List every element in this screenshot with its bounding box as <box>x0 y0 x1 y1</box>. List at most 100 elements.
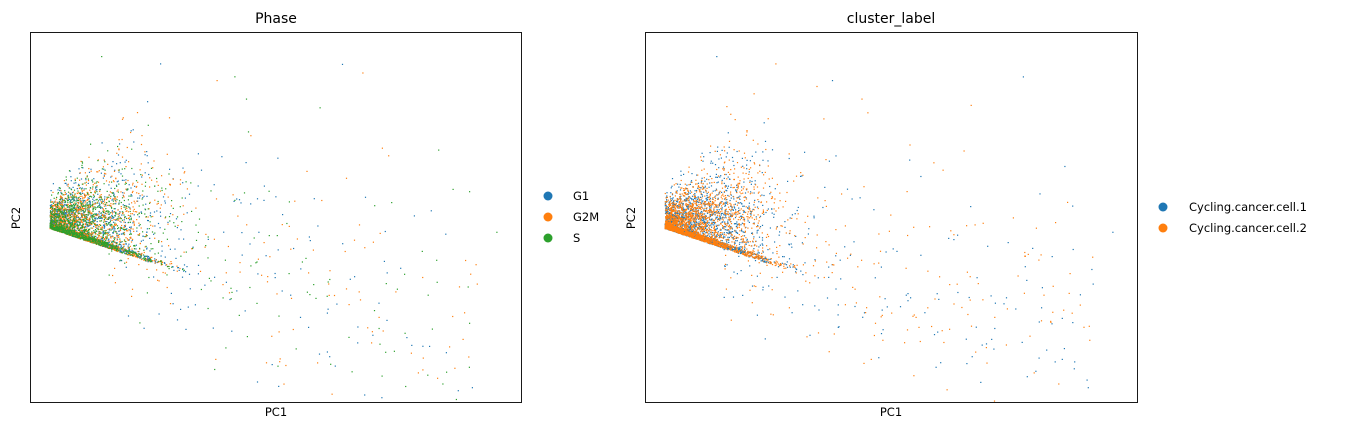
scatter-point <box>708 205 711 207</box>
scatter-point <box>76 200 78 202</box>
scatter-point <box>185 271 187 273</box>
scatter-point <box>89 216 91 218</box>
scatter-point <box>66 200 69 202</box>
scatter-point <box>277 157 279 159</box>
scatter-point <box>74 224 76 226</box>
scatter-point <box>76 197 78 199</box>
scatter-point <box>106 244 108 246</box>
scatter-point <box>121 227 123 229</box>
scatter-point <box>53 214 55 216</box>
scatter-point <box>118 149 120 151</box>
scatter-point <box>82 202 84 204</box>
scatter-point <box>129 226 131 228</box>
scatter-point <box>122 195 125 197</box>
scatter-point <box>150 167 153 169</box>
scatter-point <box>76 214 78 216</box>
scatter-point <box>110 236 112 238</box>
scatter-point <box>113 208 115 210</box>
scatter-point <box>74 222 76 224</box>
scatter-point <box>100 201 102 203</box>
scatter-point <box>141 135 143 137</box>
scatter-point <box>59 215 61 217</box>
scatter-point <box>114 228 116 230</box>
scatter-point <box>121 249 123 251</box>
scatter-point <box>164 262 166 264</box>
scatter-point <box>98 226 100 228</box>
scatter-point <box>431 328 433 330</box>
legend-item-g2m[interactable]: G2M <box>543 210 600 224</box>
scatter-point <box>86 191 88 193</box>
scatter-point <box>89 196 91 198</box>
scatter-point <box>97 160 99 162</box>
scatter-point <box>143 258 145 260</box>
scatter-point <box>129 207 131 209</box>
scatter-point <box>192 247 194 249</box>
scatter-point <box>102 177 104 179</box>
scatter-point <box>79 222 81 224</box>
scatter-point <box>72 233 74 235</box>
scatter-point <box>145 216 147 218</box>
scatter-point <box>149 177 151 179</box>
scatter-point <box>746 240 748 242</box>
scatter-point <box>125 241 127 243</box>
scatter-point <box>147 216 149 218</box>
scatter-point <box>84 195 86 197</box>
scatter-point <box>60 197 62 199</box>
legend-item-s[interactable]: S <box>543 231 581 245</box>
scatter-point <box>121 197 124 199</box>
scatter-point <box>91 232 93 234</box>
scatter-point <box>95 215 97 217</box>
scatter-point <box>72 234 74 236</box>
scatter-point <box>56 220 58 222</box>
scatter-point <box>101 56 103 58</box>
scatter-point <box>230 287 232 289</box>
scatter-point <box>125 182 127 184</box>
scatter-point <box>695 226 697 228</box>
scatter-point <box>120 218 122 220</box>
scatter-point <box>60 198 62 200</box>
scatter-point <box>69 232 71 234</box>
scatter-point <box>56 228 58 230</box>
scatter-point <box>182 182 184 184</box>
scatter-point <box>134 254 136 256</box>
scatter-point <box>85 177 87 179</box>
scatter-point <box>80 221 82 223</box>
scatter-point <box>179 183 181 185</box>
scatter-point <box>702 187 704 189</box>
scatter-point <box>329 270 331 272</box>
scatter-point <box>75 200 77 202</box>
scatter-point <box>241 254 243 256</box>
scatter-point <box>55 205 57 207</box>
scatter-point <box>79 179 81 181</box>
scatter-point <box>144 172 146 174</box>
scatter-point <box>89 240 91 242</box>
scatter-point <box>246 224 248 226</box>
scatter-point <box>65 179 67 181</box>
scatter-point <box>104 203 106 205</box>
scatter-point <box>84 172 86 174</box>
scatter-point <box>89 241 91 243</box>
scatter-point <box>129 221 131 223</box>
scatter-point <box>59 228 61 230</box>
scatter-point <box>268 190 270 192</box>
scatter-point <box>77 224 79 226</box>
scatter-point <box>61 229 63 231</box>
scatter-point <box>138 256 140 258</box>
scatter-point <box>72 191 75 193</box>
scatter-point <box>108 213 110 215</box>
scatter-point <box>116 249 118 251</box>
scatter-point <box>359 299 362 301</box>
legend-item-g1[interactable]: G1 <box>543 189 590 203</box>
scatter-point <box>716 224 718 226</box>
scatter-point <box>166 264 168 266</box>
scatter-point <box>74 179 76 182</box>
scatter-point <box>53 211 56 213</box>
scatter-point <box>97 224 99 227</box>
scatter-point <box>75 221 77 223</box>
scatter-point <box>79 200 81 202</box>
scatter-point <box>95 230 97 232</box>
scatter-point <box>52 221 54 223</box>
scatter-point <box>676 205 679 207</box>
scatter-point <box>156 177 158 180</box>
scatter-point <box>150 216 152 218</box>
